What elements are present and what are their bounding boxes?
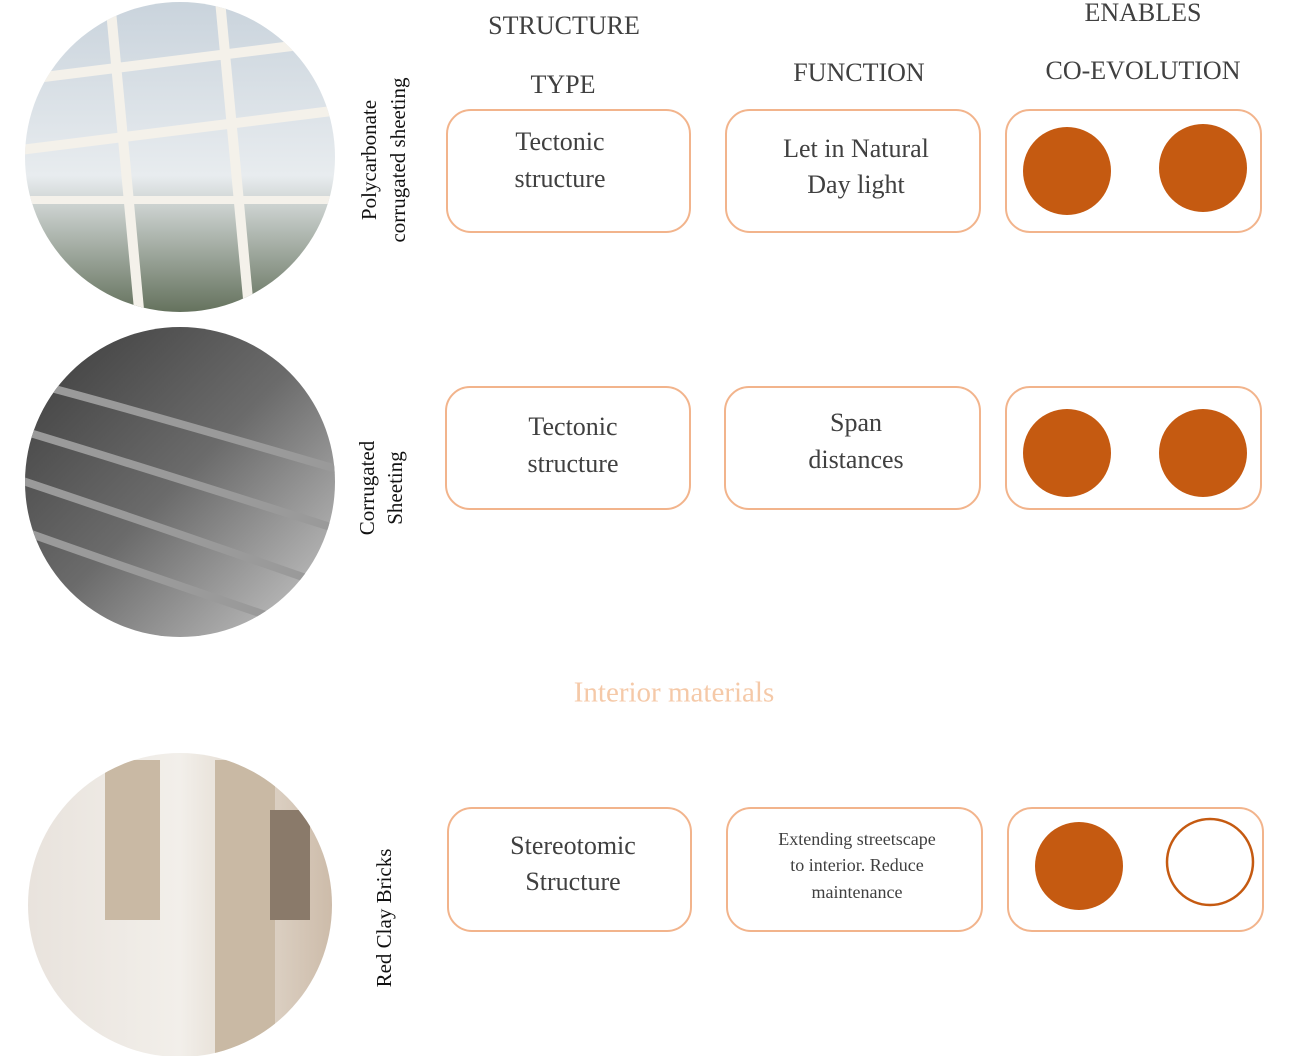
material-label: Corrugated	[355, 440, 379, 535]
material-label: Polycarbonate	[357, 100, 381, 220]
type-box	[446, 109, 691, 233]
function-text: distances	[808, 445, 903, 474]
type-text: Structure	[525, 867, 620, 896]
type-text: Tectonic	[515, 127, 604, 156]
indicator-filled	[1035, 822, 1123, 910]
photo-bricks	[28, 753, 332, 1056]
function-box	[726, 807, 983, 932]
header-co-evolution: CO-EVOLUTION	[1046, 56, 1241, 85]
photo-polycarbonate	[25, 2, 335, 312]
function-text: Day light	[807, 170, 905, 199]
indicator-filled	[1023, 127, 1111, 215]
function-text: Extending streetscape	[778, 829, 935, 849]
function-text: Let in Natural	[783, 134, 929, 163]
indicator-empty	[1165, 817, 1255, 907]
function-box	[724, 386, 981, 510]
function-text: to interior. Reduce	[790, 855, 923, 875]
type-text: Tectonic	[528, 412, 617, 441]
function-box	[725, 109, 981, 233]
material-label: Red Clay Bricks	[372, 849, 396, 988]
type-box	[447, 807, 692, 932]
indicator-filled	[1023, 409, 1111, 497]
header-function: FUNCTION	[793, 58, 925, 87]
photo-corrugated	[25, 327, 335, 637]
header-type: STRUCTURE	[488, 11, 640, 40]
type-text: Stereotomic	[510, 831, 636, 860]
section-title: Interior materials	[574, 677, 775, 709]
header-co-evolution: ENABLES	[1085, 0, 1202, 27]
type-box	[445, 386, 691, 510]
header-type: TYPE	[531, 70, 596, 99]
type-text: structure	[515, 164, 606, 193]
indicator-filled	[1159, 409, 1247, 497]
material-label: Sheeting	[383, 451, 407, 525]
function-text: maintenance	[812, 882, 903, 902]
type-text: structure	[528, 449, 619, 478]
indicator-filled	[1159, 124, 1247, 212]
function-text: Span	[830, 408, 882, 437]
material-label: corrugated sheeting	[386, 77, 410, 243]
